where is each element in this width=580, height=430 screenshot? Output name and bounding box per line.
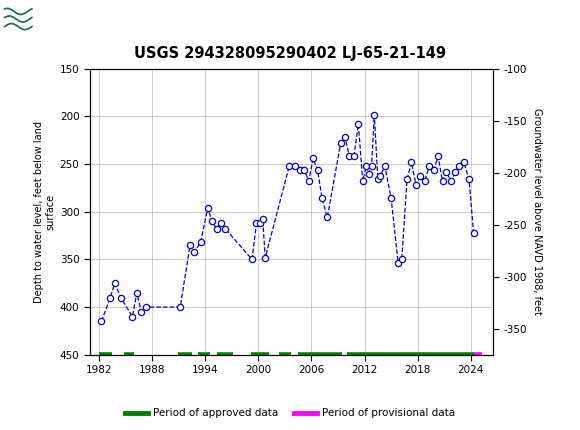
Y-axis label: Groundwater level above NAVD 1988, feet: Groundwater level above NAVD 1988, feet — [532, 108, 542, 315]
Y-axis label: Depth to water level, feet below land
surface: Depth to water level, feet below land su… — [34, 121, 56, 303]
Bar — [3, 3, 58, 35]
Text: USGS: USGS — [64, 12, 111, 27]
Legend: Period of approved data, Period of provisional data: Period of approved data, Period of provi… — [121, 404, 459, 423]
Text: USGS 294328095290402 LJ-65-21-149: USGS 294328095290402 LJ-65-21-149 — [134, 46, 446, 61]
